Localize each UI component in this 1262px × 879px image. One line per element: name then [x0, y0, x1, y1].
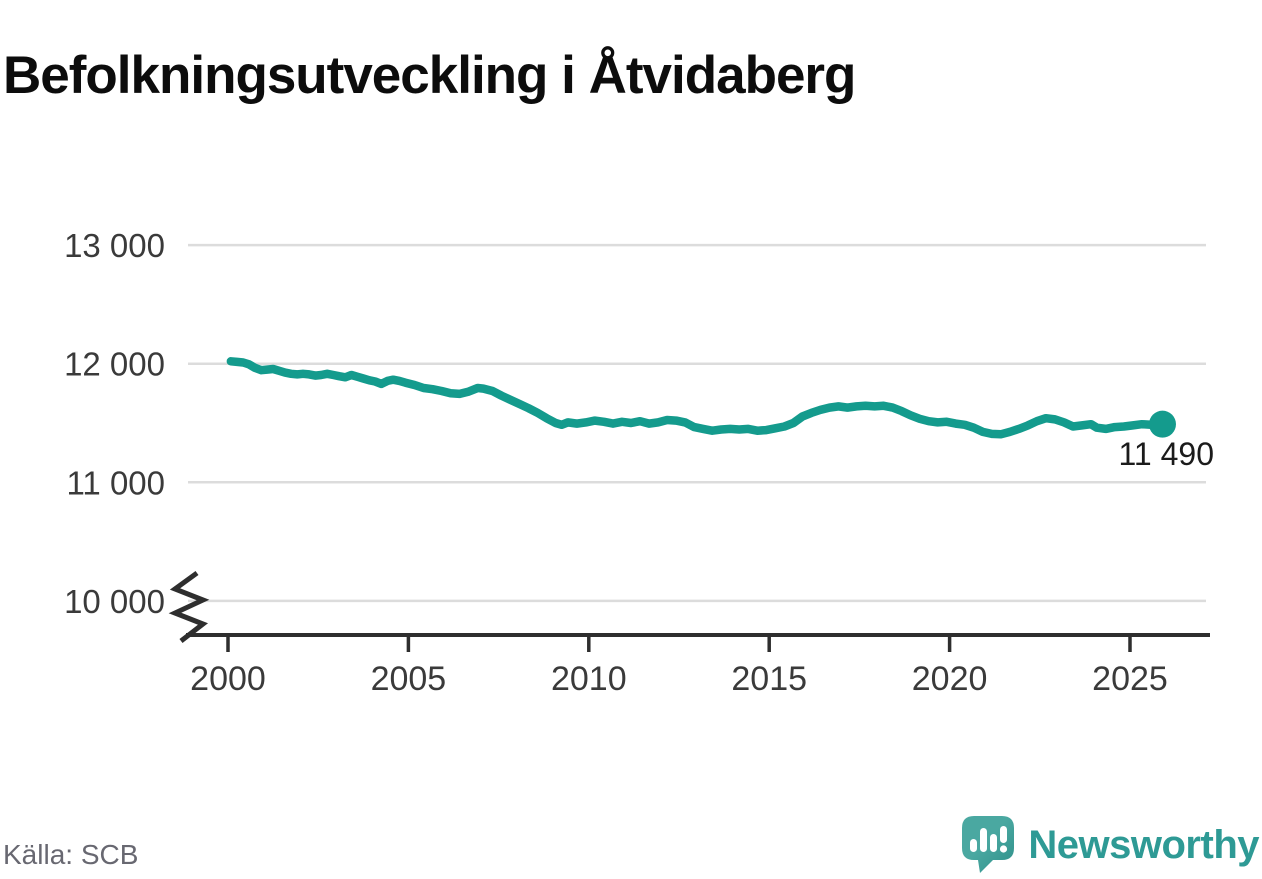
newsworthy-logo-icon [962, 816, 1015, 873]
logo-bar-short [970, 839, 978, 852]
data-line [226, 357, 1167, 439]
brand-wordmark: Newsworthy [1028, 822, 1259, 867]
y-axis-tick-label: 10 000 [64, 583, 165, 620]
logo-bar-mid [990, 834, 998, 852]
source-label: Källa: SCB [3, 839, 139, 870]
y-axis-break-icon [168, 570, 210, 643]
logo-bubble [962, 816, 1015, 873]
x-axis-tick-label: 2005 [371, 660, 447, 698]
y-axis-tick-label: 11 000 [67, 464, 165, 501]
end-value-label: 11 490 [1118, 436, 1215, 472]
logo-exclamation-dot [1000, 845, 1008, 853]
x-axis-tick-label: 2015 [731, 660, 807, 698]
x-axis-tick-label: 2000 [190, 660, 266, 698]
y-axis-tick-label: 12 000 [64, 346, 165, 383]
chart-title: Befolkningsutveckling i Åtvidaberg [3, 45, 856, 105]
x-axis-tick-label: 2020 [912, 660, 988, 698]
newsworthy-brand: Newsworthy [961, 815, 1259, 875]
x-axis-tick-label: 2025 [1092, 660, 1168, 698]
logo-bar-tall [980, 828, 988, 852]
y-axis-tick-label: 13 000 [64, 227, 165, 264]
end-point-dot [1148, 410, 1176, 438]
x-axis-tick-label: 2010 [551, 660, 627, 698]
logo-exclamation-bar [1000, 826, 1008, 843]
